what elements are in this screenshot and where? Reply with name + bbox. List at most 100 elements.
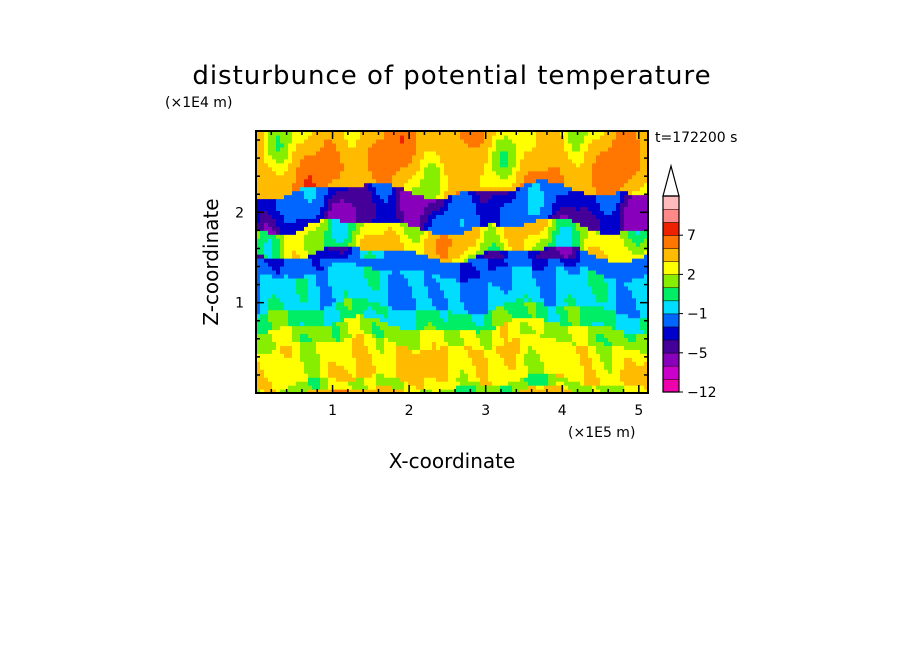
contour-cell bbox=[484, 277, 489, 283]
contour-cell bbox=[496, 349, 501, 354]
contour-cell bbox=[592, 385, 597, 390]
contour-cell bbox=[320, 250, 325, 255]
contour-cell bbox=[584, 222, 589, 227]
contour-cell bbox=[464, 313, 469, 319]
contour-cell bbox=[348, 202, 353, 208]
contour-cell bbox=[276, 194, 281, 200]
contour-cell bbox=[308, 305, 313, 311]
contour-cell bbox=[404, 281, 409, 287]
contour-cell bbox=[340, 265, 345, 271]
contour-cell bbox=[420, 365, 425, 370]
contour-cell bbox=[428, 246, 433, 251]
contour-cell bbox=[300, 285, 305, 291]
contour-cell bbox=[424, 218, 429, 223]
contour-cell bbox=[528, 361, 533, 366]
contour-cell bbox=[568, 297, 573, 303]
contour-cell bbox=[360, 238, 365, 243]
contour-cell bbox=[284, 337, 289, 342]
contour-cell bbox=[360, 273, 365, 279]
contour-cell bbox=[528, 381, 533, 386]
contour-cell bbox=[448, 381, 453, 386]
contour-cell bbox=[436, 238, 441, 243]
contour-cell bbox=[540, 381, 545, 386]
contour-cell bbox=[596, 345, 601, 350]
contour-cell bbox=[504, 265, 509, 271]
contour-cell bbox=[260, 305, 265, 311]
contour-cell bbox=[476, 321, 481, 327]
contour-cell bbox=[556, 285, 561, 291]
contour-cell bbox=[608, 198, 613, 204]
contour-cell bbox=[608, 234, 613, 239]
contour-cell bbox=[452, 301, 457, 307]
contour-cell bbox=[596, 325, 601, 331]
contour-cell bbox=[576, 353, 581, 358]
contour-cell bbox=[348, 341, 353, 346]
contour-cell bbox=[400, 297, 405, 303]
contour-cell bbox=[564, 333, 569, 339]
contour-cell bbox=[364, 269, 369, 275]
contour-cell bbox=[460, 258, 465, 263]
contour-cell bbox=[360, 265, 365, 271]
contour-cell bbox=[388, 206, 393, 211]
contour-cell bbox=[544, 333, 549, 339]
contour-cell bbox=[380, 289, 385, 295]
contour-cell bbox=[260, 297, 265, 303]
contour-cell bbox=[428, 365, 433, 370]
contour-cell bbox=[620, 297, 625, 303]
contour-cell bbox=[356, 373, 361, 378]
contour-cell bbox=[352, 341, 357, 346]
contour-cell bbox=[292, 246, 297, 251]
contour-cell bbox=[540, 361, 545, 366]
contour-cell bbox=[500, 313, 505, 319]
contour-cell bbox=[508, 329, 513, 335]
contour-cell bbox=[376, 273, 381, 279]
contour-cell bbox=[328, 289, 333, 295]
contour-cell bbox=[632, 277, 637, 283]
contour-cell bbox=[536, 289, 541, 295]
contour-cell bbox=[308, 206, 313, 211]
contour-cell bbox=[604, 341, 609, 346]
contour-cell bbox=[404, 385, 409, 390]
contour-cell bbox=[460, 309, 465, 315]
contour-cell bbox=[632, 269, 637, 275]
contour-cell bbox=[544, 329, 549, 335]
contour-cell bbox=[324, 210, 329, 215]
contour-cell bbox=[584, 254, 589, 259]
contour-cell bbox=[576, 202, 581, 208]
contour-cell bbox=[632, 321, 637, 327]
contour-cell bbox=[576, 313, 581, 319]
contour-cell bbox=[628, 361, 633, 366]
contour-cell bbox=[420, 238, 425, 243]
contour-cell bbox=[516, 377, 521, 382]
contour-cell bbox=[452, 269, 457, 275]
contour-cell bbox=[280, 206, 285, 211]
contour-cell bbox=[580, 385, 585, 390]
contour-cell bbox=[280, 190, 285, 196]
contour-cell bbox=[548, 345, 553, 350]
contour-cell bbox=[588, 226, 593, 231]
contour-cell bbox=[416, 333, 421, 339]
contour-cell bbox=[296, 313, 301, 319]
contour-cell bbox=[384, 194, 389, 200]
contour-cell bbox=[524, 214, 529, 219]
contour-cell bbox=[516, 341, 521, 346]
contour-cell bbox=[556, 317, 561, 323]
contour-cell bbox=[288, 337, 293, 342]
contour-cell bbox=[476, 285, 481, 291]
contour-cell bbox=[256, 317, 261, 323]
contour-cell bbox=[528, 305, 533, 311]
contour-cell bbox=[256, 309, 261, 315]
contour-cell bbox=[524, 373, 529, 378]
contour-cell bbox=[268, 214, 273, 219]
contour-cell bbox=[472, 214, 477, 219]
contour-cell bbox=[572, 353, 577, 358]
contour-cell bbox=[484, 333, 489, 339]
contour-cell bbox=[564, 202, 569, 208]
contour-cell bbox=[324, 321, 329, 327]
contour-cell bbox=[284, 321, 289, 327]
contour-cell bbox=[304, 357, 309, 362]
contour-cell bbox=[612, 198, 617, 204]
contour-cell bbox=[280, 281, 285, 287]
contour-cell bbox=[304, 325, 309, 331]
contour-cell bbox=[424, 353, 429, 358]
